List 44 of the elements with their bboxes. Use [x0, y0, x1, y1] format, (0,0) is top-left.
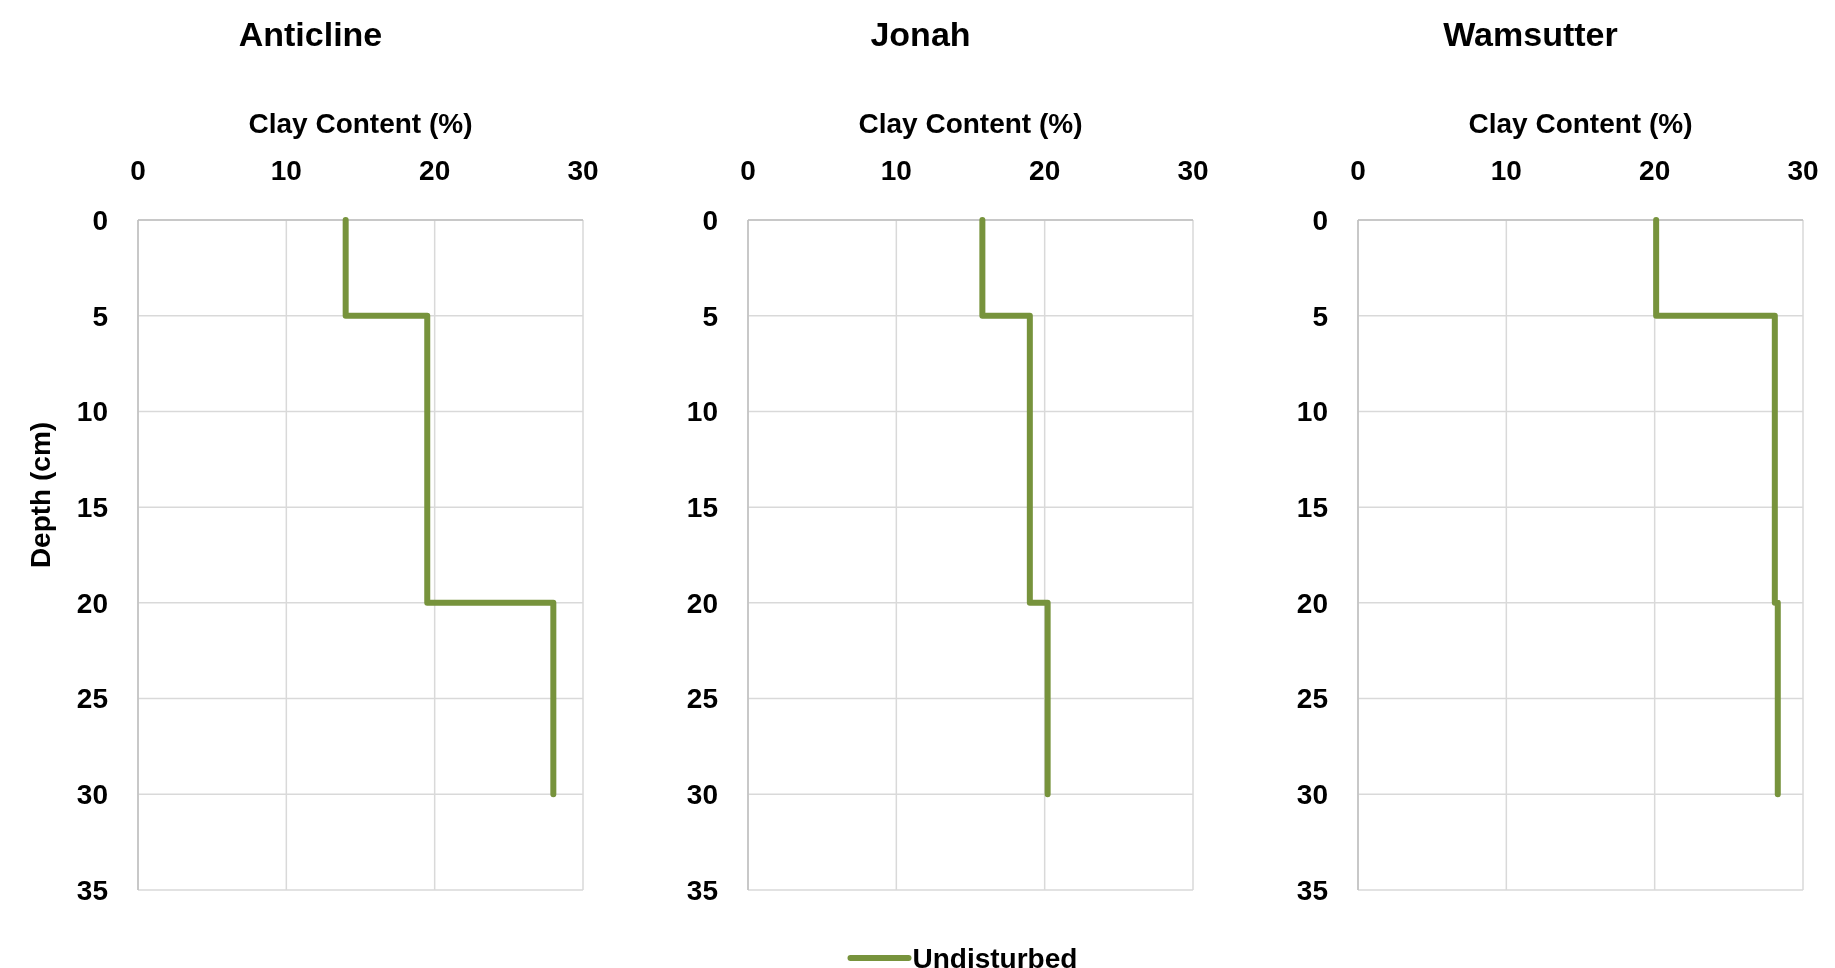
- x-tick-label: 0: [130, 155, 146, 186]
- y-tick-label: 20: [686, 587, 718, 619]
- y-tick-label: 35: [76, 874, 108, 906]
- y-tick-label: 10: [686, 396, 718, 428]
- x-tick-label: 30: [1787, 155, 1819, 186]
- y-tick-label: 25: [1296, 683, 1328, 715]
- y-tick-label: 35: [1296, 874, 1328, 906]
- x-axis-title: Clay Content (%): [248, 108, 473, 139]
- y-tick-label: 0: [92, 204, 108, 236]
- y-tick-label: 35: [686, 874, 718, 906]
- x-tick-label: 20: [419, 155, 451, 186]
- x-tick-label: 30: [567, 155, 599, 186]
- y-tick-label: 20: [1296, 587, 1328, 619]
- legend-label: Undisturbed: [912, 942, 1078, 968]
- x-tick-label: 20: [1639, 155, 1671, 186]
- chart-title: Anticline: [238, 15, 383, 53]
- y-tick-label: 25: [76, 683, 108, 715]
- y-tick-label: 15: [1296, 491, 1328, 523]
- y-tick-label: 30: [1296, 779, 1328, 811]
- y-tick-label: 10: [76, 396, 108, 428]
- y-tick-label: 30: [686, 779, 718, 811]
- y-tick-label: 30: [76, 779, 108, 811]
- y-tick-label: 25: [686, 683, 718, 715]
- x-tick-label: 20: [1029, 155, 1061, 186]
- chart-title: Jonah: [870, 15, 971, 53]
- x-tick-label: 10: [880, 155, 912, 186]
- y-tick-label: 15: [686, 491, 718, 523]
- y-tick-label: 10: [1296, 396, 1328, 428]
- y-tick-label: 5: [1312, 300, 1328, 332]
- y-tick-label: 15: [76, 491, 108, 523]
- y-axis-title: Depth (cm): [25, 421, 56, 569]
- y-tick-label: 5: [92, 300, 108, 332]
- y-tick-label: 20: [76, 587, 108, 619]
- x-tick-label: 0: [1350, 155, 1366, 186]
- chart-title: Wamsutter: [1443, 15, 1618, 53]
- x-tick-label: 30: [1177, 155, 1209, 186]
- y-tick-label: 0: [702, 204, 718, 236]
- x-tick-label: 10: [1490, 155, 1522, 186]
- y-tick-label: 5: [702, 300, 718, 332]
- x-axis-title: Clay Content (%): [858, 108, 1083, 139]
- x-axis-title: Clay Content (%): [1468, 108, 1693, 139]
- x-tick-label: 10: [270, 155, 302, 186]
- y-tick-label: 0: [1312, 204, 1328, 236]
- x-tick-label: 0: [740, 155, 756, 186]
